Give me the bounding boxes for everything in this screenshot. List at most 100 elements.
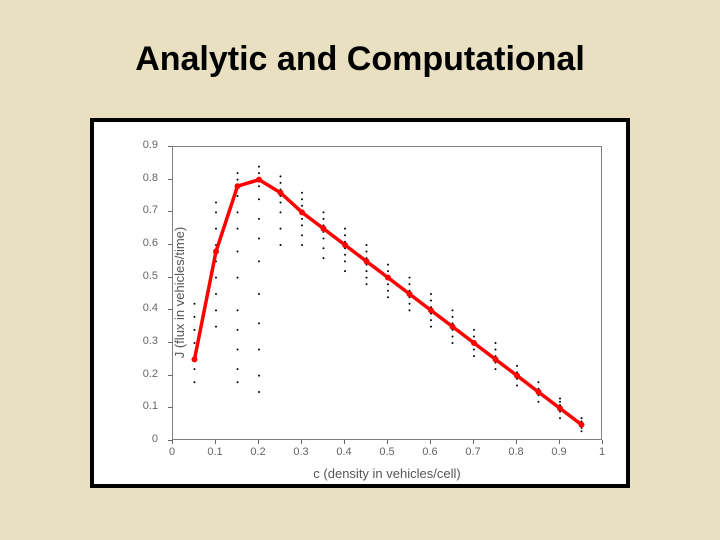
scatter-point	[194, 316, 196, 318]
scatter-point	[452, 309, 454, 311]
scatter-point	[301, 234, 303, 236]
line-vertex	[428, 307, 434, 313]
scatter-point	[215, 309, 217, 311]
scatter-point	[301, 218, 303, 220]
line-series	[195, 180, 582, 425]
y-tick-mark	[168, 179, 172, 180]
scatter-point	[215, 277, 217, 279]
scatter-point	[323, 257, 325, 259]
scatter-point	[258, 172, 260, 174]
scatter-point	[258, 198, 260, 200]
x-tick-label: 0.9	[544, 446, 574, 458]
scatter-point	[215, 326, 217, 328]
y-tick-label: 0.5	[143, 270, 158, 282]
scatter-point	[538, 401, 540, 403]
scatter-point	[194, 381, 196, 383]
line-vertex	[557, 405, 563, 411]
x-tick-label: 0.1	[200, 446, 230, 458]
scatter-point	[301, 224, 303, 226]
y-tick-mark	[168, 244, 172, 245]
y-tick-label: 0.1	[143, 400, 158, 412]
scatter-point	[215, 293, 217, 295]
y-tick-mark	[168, 375, 172, 376]
scatter-point	[344, 254, 346, 256]
x-tick-mark	[344, 440, 345, 444]
line-vertex	[407, 291, 413, 297]
scatter-point	[237, 349, 239, 351]
line-vertex	[299, 209, 305, 215]
x-tick-mark	[473, 440, 474, 444]
x-tick-mark	[602, 440, 603, 444]
scatter-point	[473, 335, 475, 337]
scatter-point	[215, 228, 217, 230]
scatter-point	[237, 195, 239, 197]
scatter-point	[344, 228, 346, 230]
x-tick-mark	[559, 440, 560, 444]
scatter-point	[559, 401, 561, 403]
y-tick-label: 0.4	[143, 302, 158, 314]
x-tick-label: 0.5	[372, 446, 402, 458]
scatter-point	[237, 381, 239, 383]
x-tick-mark	[387, 440, 388, 444]
x-tick-mark	[430, 440, 431, 444]
scatter-point	[301, 192, 303, 194]
scatter-point	[237, 172, 239, 174]
x-tick-mark	[301, 440, 302, 444]
scatter-point	[387, 270, 389, 272]
scatter-point	[323, 211, 325, 213]
line-vertex	[385, 275, 391, 281]
line-vertex	[364, 258, 370, 264]
scatter-point	[258, 218, 260, 220]
chart-svg	[173, 147, 603, 441]
scatter-point	[215, 211, 217, 213]
scatter-point	[387, 264, 389, 266]
y-tick-label: 0.9	[143, 139, 158, 151]
scatter-point	[495, 368, 497, 370]
scatter-point	[258, 322, 260, 324]
x-axis-label: c (density in vehicles/cell)	[172, 466, 602, 481]
x-tick-mark	[215, 440, 216, 444]
y-tick-label: 0.7	[143, 204, 158, 216]
scatter-point	[495, 342, 497, 344]
scatter-point	[258, 237, 260, 239]
y-tick-label: 0.6	[143, 237, 158, 249]
line-vertex	[192, 356, 198, 362]
scatter-point	[280, 228, 282, 230]
scatter-point	[258, 349, 260, 351]
scatter-point	[215, 202, 217, 204]
scatter-point	[409, 303, 411, 305]
scatter-point	[258, 375, 260, 377]
slide-title: Analytic and Computational	[0, 40, 720, 79]
y-tick-label: 0.3	[143, 335, 158, 347]
scatter-point	[258, 260, 260, 262]
line-vertex	[278, 190, 284, 196]
scatter-point	[409, 283, 411, 285]
line-vertex	[450, 324, 456, 330]
scatter-point	[430, 326, 432, 328]
line-vertex	[235, 183, 241, 189]
scatter-point	[258, 391, 260, 393]
scatter-point	[301, 198, 303, 200]
scatter-point	[495, 349, 497, 351]
scatter-point	[344, 260, 346, 262]
x-tick-label: 0.3	[286, 446, 316, 458]
scatter-point	[366, 283, 368, 285]
scatter-point	[387, 283, 389, 285]
scatter-point	[559, 398, 561, 400]
x-tick-mark	[516, 440, 517, 444]
chart-frame: J (flux in vehicles/time) c (density in …	[90, 118, 630, 488]
scatter-point	[237, 329, 239, 331]
line-vertex	[493, 356, 499, 362]
x-tick-label: 0.7	[458, 446, 488, 458]
scatter-point	[280, 182, 282, 184]
x-tick-label: 1	[587, 446, 617, 458]
scatter-point	[473, 329, 475, 331]
y-tick-mark	[168, 342, 172, 343]
scatter-point	[323, 247, 325, 249]
scatter-point	[387, 290, 389, 292]
scatter-point	[344, 270, 346, 272]
scatter-point	[301, 244, 303, 246]
line-vertex	[342, 242, 348, 248]
line-vertex	[514, 373, 520, 379]
y-tick-label: 0.8	[143, 172, 158, 184]
